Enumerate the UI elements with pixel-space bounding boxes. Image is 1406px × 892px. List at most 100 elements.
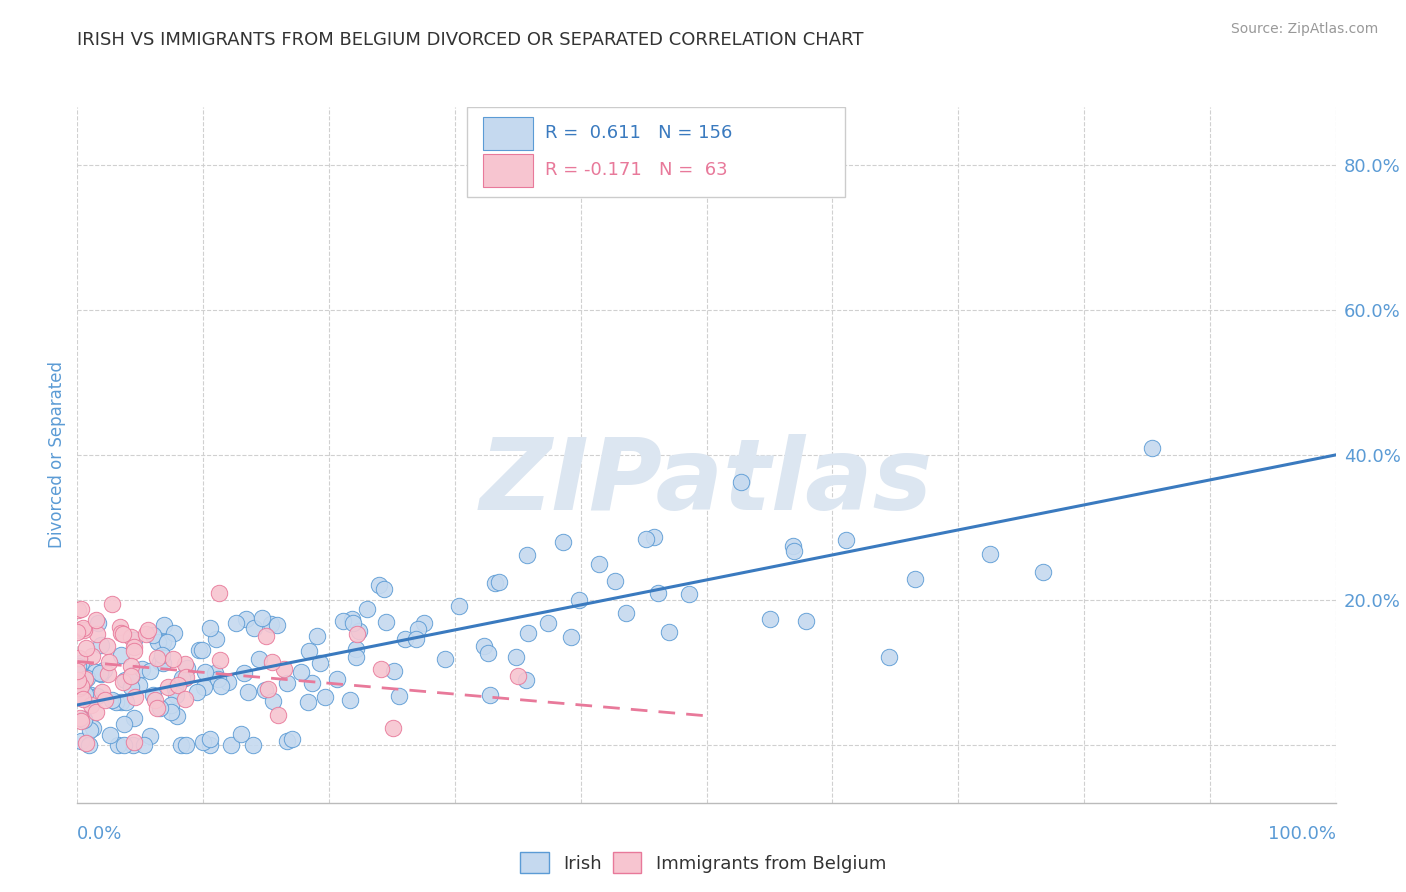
Point bbox=[86, 627, 108, 641]
Point bbox=[782, 539, 804, 553]
Point bbox=[76, 671, 98, 685]
Point bbox=[111, 627, 134, 641]
Point bbox=[135, 626, 157, 640]
Point bbox=[112, 738, 135, 752]
Point bbox=[516, 626, 538, 640]
Y-axis label: Divorced or Separated: Divorced or Separated bbox=[48, 361, 66, 549]
Point bbox=[254, 682, 277, 697]
Point bbox=[174, 657, 197, 671]
Point bbox=[174, 671, 197, 685]
Point bbox=[98, 655, 121, 669]
Point bbox=[72, 692, 94, 706]
Point bbox=[66, 603, 89, 617]
Point bbox=[678, 587, 700, 601]
Point bbox=[413, 616, 436, 631]
Point bbox=[162, 651, 184, 665]
Point bbox=[73, 669, 96, 683]
Point bbox=[73, 687, 96, 701]
Point bbox=[69, 602, 91, 616]
Point bbox=[568, 592, 591, 607]
Point bbox=[90, 667, 112, 681]
Point bbox=[173, 692, 195, 706]
Point bbox=[73, 714, 96, 728]
Point bbox=[66, 658, 89, 673]
Point bbox=[301, 676, 323, 690]
Point bbox=[84, 705, 107, 719]
Point bbox=[66, 678, 89, 692]
Point bbox=[96, 639, 118, 653]
Point bbox=[1032, 565, 1054, 579]
Point bbox=[207, 672, 229, 686]
Point bbox=[242, 738, 264, 752]
Point bbox=[254, 629, 277, 643]
Point bbox=[163, 626, 186, 640]
Point bbox=[273, 662, 295, 676]
Point bbox=[260, 655, 283, 669]
Point bbox=[149, 656, 172, 670]
Point bbox=[297, 694, 319, 708]
Point bbox=[835, 533, 858, 547]
Point bbox=[233, 665, 256, 680]
Point bbox=[89, 665, 111, 680]
Point bbox=[488, 575, 510, 590]
Point bbox=[307, 628, 329, 642]
Point bbox=[176, 661, 198, 675]
Point bbox=[447, 599, 470, 614]
Point bbox=[382, 722, 405, 736]
Point bbox=[200, 731, 222, 746]
Point bbox=[225, 615, 247, 630]
Point bbox=[110, 648, 132, 663]
Point bbox=[72, 676, 94, 690]
Point bbox=[101, 693, 124, 707]
Point bbox=[200, 621, 222, 635]
Point bbox=[163, 681, 186, 696]
Point bbox=[218, 675, 240, 690]
Point bbox=[132, 738, 155, 752]
Point bbox=[139, 729, 162, 743]
Point bbox=[114, 673, 136, 687]
Point bbox=[77, 738, 100, 752]
Point bbox=[515, 673, 537, 687]
Text: ZIPatlas: ZIPatlas bbox=[479, 434, 934, 532]
Point bbox=[208, 586, 231, 600]
Point bbox=[194, 665, 217, 679]
Point bbox=[120, 659, 142, 673]
Point bbox=[73, 623, 96, 637]
Point bbox=[80, 648, 103, 663]
Point bbox=[537, 615, 560, 630]
Point bbox=[553, 535, 575, 549]
Point bbox=[75, 640, 97, 655]
Point bbox=[588, 558, 610, 572]
Point bbox=[66, 690, 89, 705]
Text: R =  0.611   N = 156: R = 0.611 N = 156 bbox=[546, 125, 733, 143]
Point bbox=[204, 666, 226, 681]
Point bbox=[67, 650, 90, 665]
Point bbox=[167, 678, 190, 692]
Point bbox=[124, 690, 146, 705]
Text: 100.0%: 100.0% bbox=[1268, 825, 1336, 843]
Point bbox=[136, 623, 159, 637]
Point bbox=[346, 627, 368, 641]
Point bbox=[516, 549, 538, 563]
Point bbox=[79, 688, 101, 702]
Point bbox=[67, 673, 90, 688]
Point bbox=[120, 669, 142, 683]
Point bbox=[339, 692, 361, 706]
Point bbox=[82, 722, 104, 736]
Point bbox=[145, 700, 167, 714]
Point bbox=[477, 646, 499, 660]
Point bbox=[290, 665, 312, 679]
Point bbox=[242, 621, 264, 635]
Legend: Irish, Immigrants from Belgium: Irish, Immigrants from Belgium bbox=[515, 847, 891, 879]
Point bbox=[91, 685, 114, 699]
Point bbox=[405, 632, 427, 647]
Point bbox=[66, 625, 89, 640]
Point bbox=[170, 671, 193, 685]
Point bbox=[73, 687, 96, 701]
Point bbox=[759, 612, 782, 626]
Point bbox=[69, 679, 91, 693]
Text: IRISH VS IMMIGRANTS FROM BELGIUM DIVORCED OR SEPARATED CORRELATION CHART: IRISH VS IMMIGRANTS FROM BELGIUM DIVORCE… bbox=[77, 31, 863, 49]
Point bbox=[122, 735, 145, 749]
Point bbox=[332, 615, 354, 629]
Point bbox=[79, 723, 101, 737]
